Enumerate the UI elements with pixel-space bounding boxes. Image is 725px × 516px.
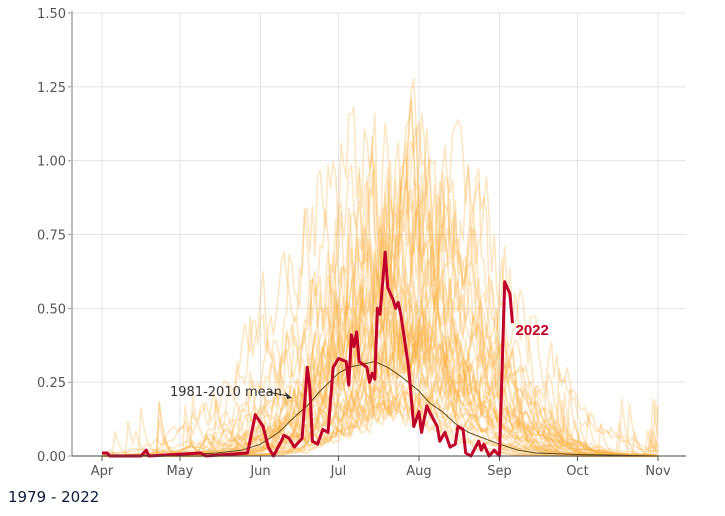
x-tick-label: Jun <box>249 464 270 479</box>
mean-label-leader <box>267 391 289 397</box>
x-tick-label: May <box>166 464 193 479</box>
historical-year-line <box>101 135 659 457</box>
series-lines <box>101 250 659 458</box>
y-tick-label: 0.50 <box>37 302 66 317</box>
year-range-label: 1979 - 2022 <box>8 488 100 506</box>
historical-year-line <box>101 106 659 457</box>
historical-year-line <box>102 339 659 457</box>
series-2022-label: 2022 <box>516 322 549 339</box>
y-tick-label: 0.00 <box>37 450 66 465</box>
historical-year-line <box>102 286 659 457</box>
mean-line <box>101 360 659 457</box>
arrow-icon <box>285 392 292 399</box>
x-tick-label: Aug <box>406 464 431 479</box>
annotations: 1981-2010 mean 2022 <box>170 322 549 400</box>
x-tick-label: Sep <box>487 464 512 479</box>
axes: 0.00 0.25 0.50 0.75 1.00 1.25 1.50 Apr May Jun Jul… <box>37 7 686 479</box>
y-tick-label: 0.75 <box>37 229 66 244</box>
x-tick-label: Nov <box>645 464 671 479</box>
historical-year-line <box>101 359 658 457</box>
historical-year-line <box>101 372 658 457</box>
y-tick-label: 1.25 <box>37 81 66 96</box>
historical-year-line <box>102 216 659 457</box>
mean-label: 1981-2010 mean <box>170 385 282 400</box>
x-tick-label: Apr <box>91 464 114 479</box>
historical-year-line <box>102 380 658 457</box>
series-2022-line <box>102 250 514 458</box>
historical-year-line <box>101 140 659 457</box>
y-tick-label: 1.50 <box>37 7 66 22</box>
y-tick-label: 0.25 <box>37 376 66 391</box>
historical-year-line <box>102 98 659 457</box>
y-tick-label: 1.00 <box>37 155 66 170</box>
historical-year-line <box>102 113 659 457</box>
gridlines <box>72 12 686 456</box>
x-tick-label: Jul <box>330 464 347 479</box>
x-tick-label: Oct <box>566 464 588 479</box>
historical-year-line <box>102 164 659 457</box>
